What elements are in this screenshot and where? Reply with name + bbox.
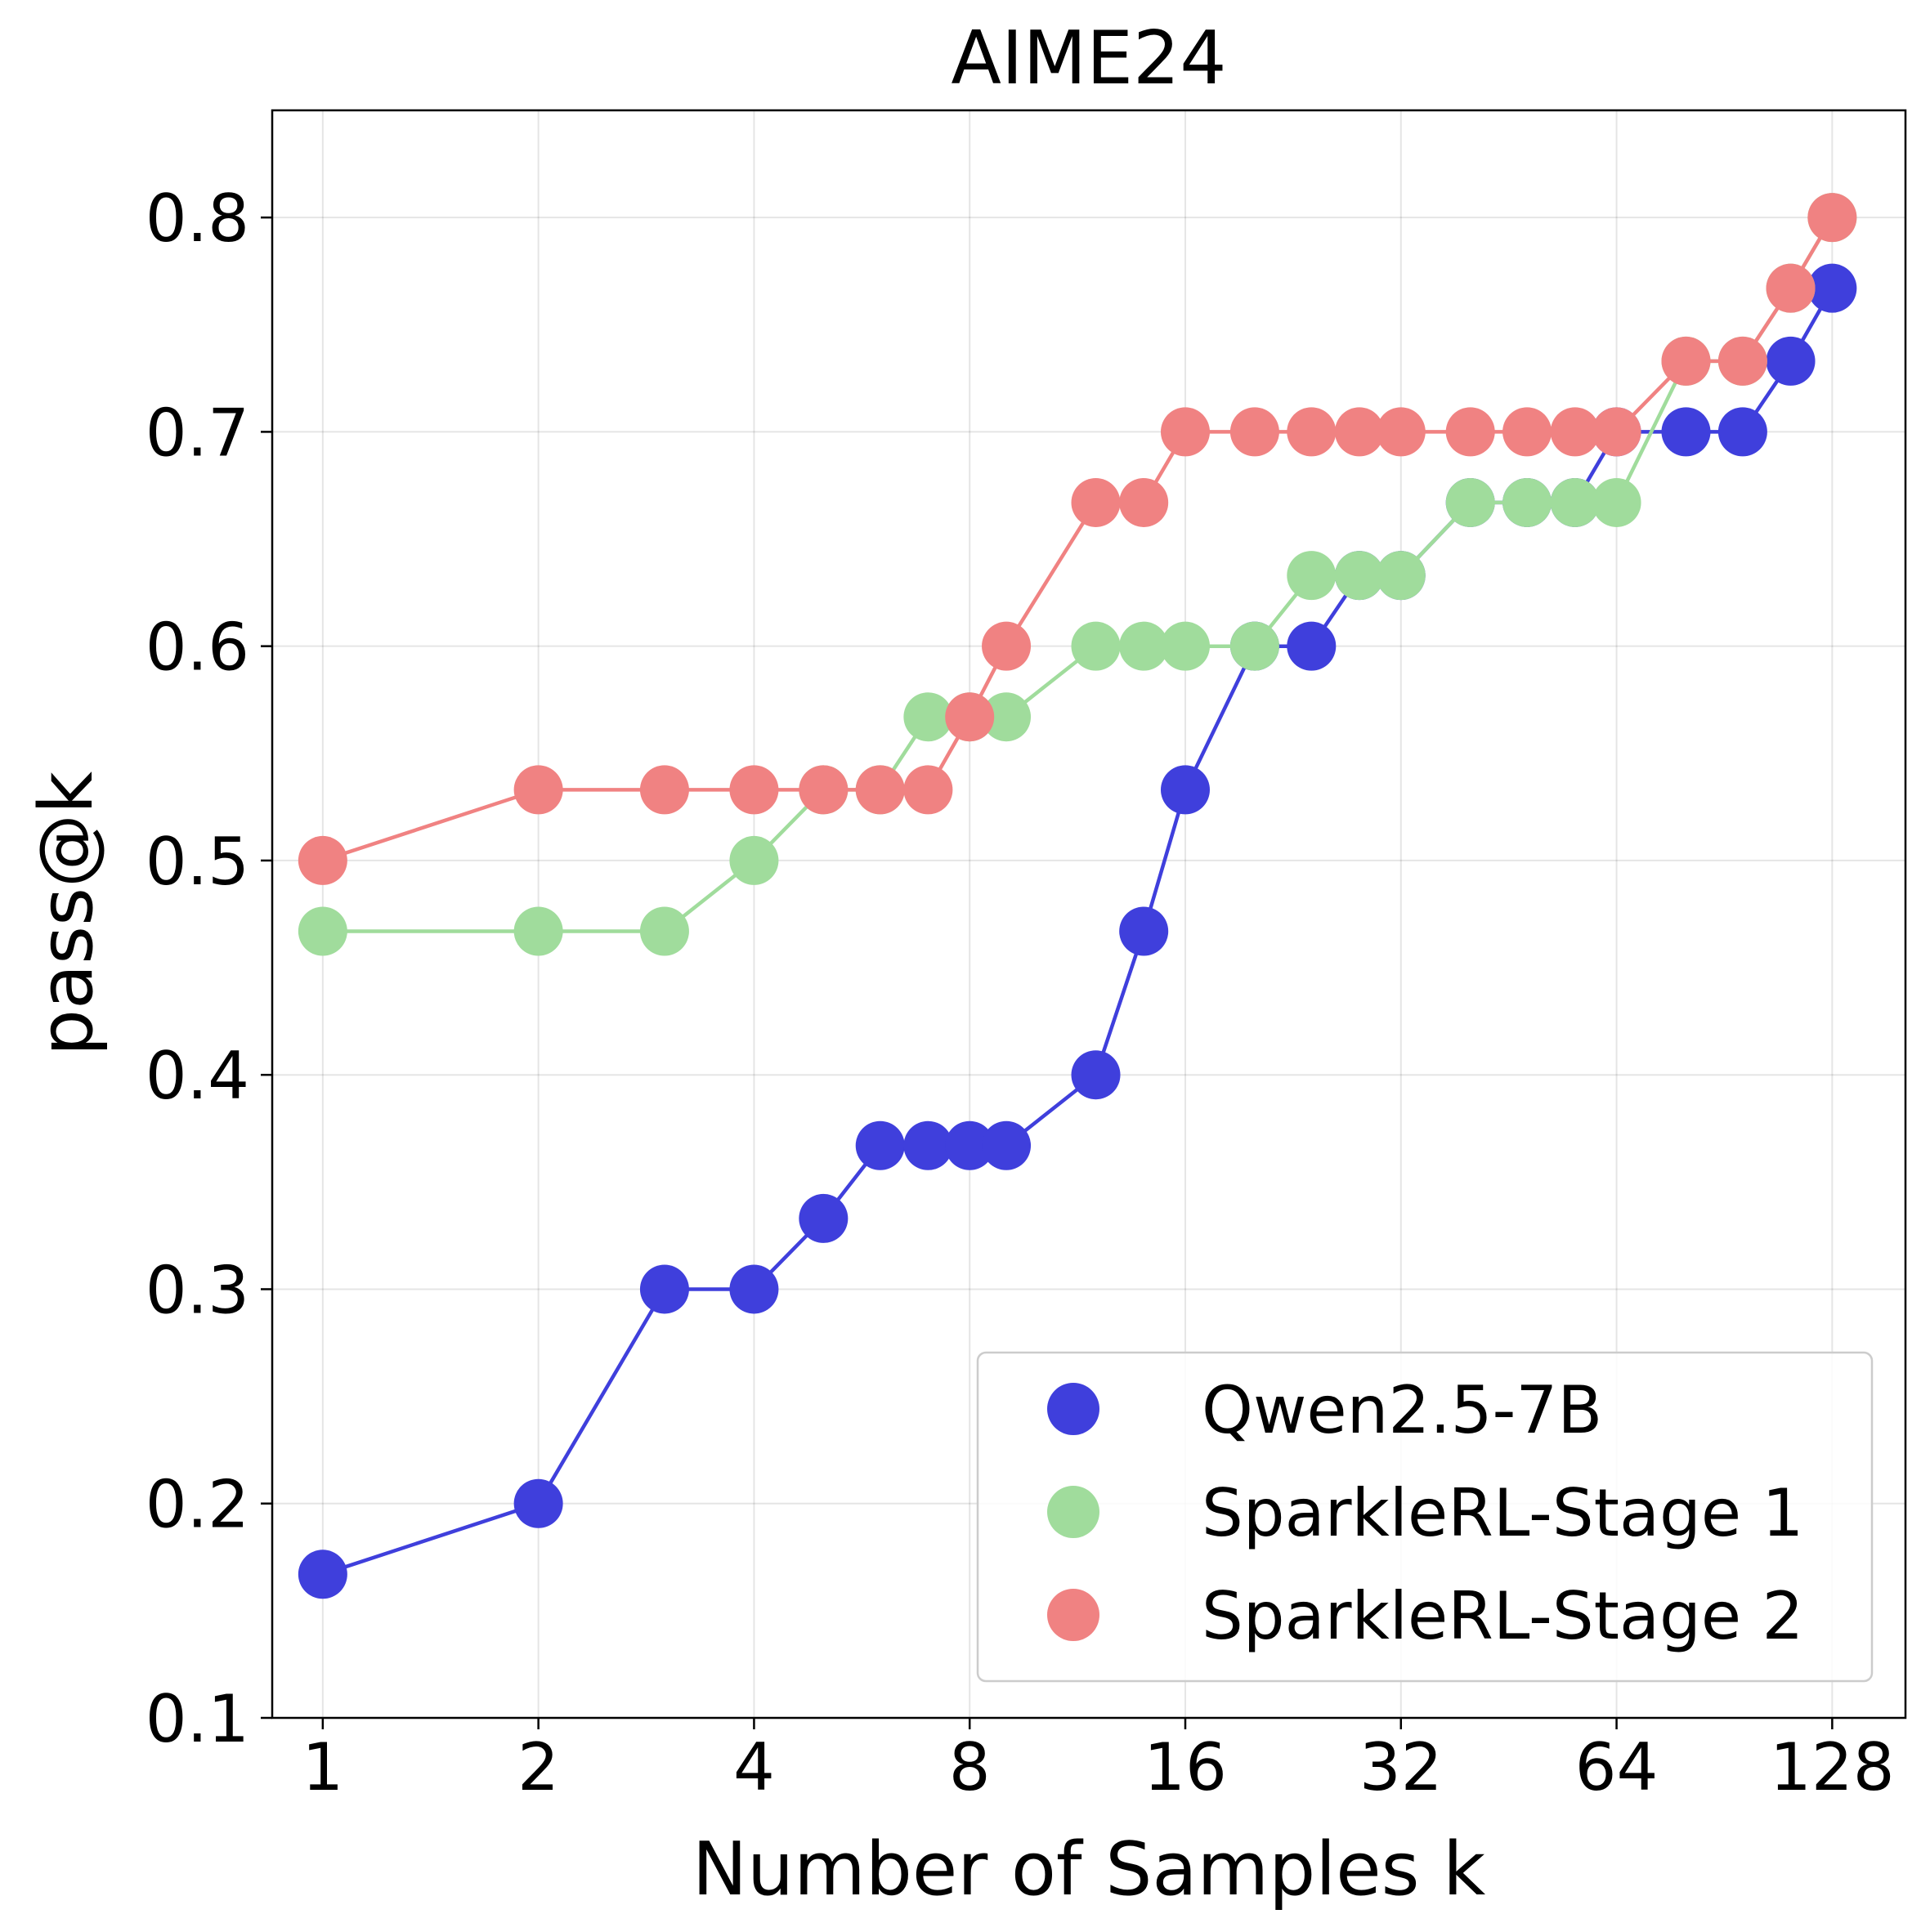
data-point bbox=[945, 1120, 995, 1170]
data-point bbox=[1334, 407, 1384, 457]
x-tick-label: 2 bbox=[517, 1729, 559, 1805]
data-point bbox=[1807, 193, 1857, 243]
legend-marker bbox=[1047, 1589, 1099, 1641]
data-point bbox=[1160, 407, 1210, 457]
data-point bbox=[298, 835, 347, 885]
series-layer bbox=[298, 193, 1857, 1599]
legend-marker bbox=[1047, 1383, 1099, 1435]
data-point bbox=[982, 1120, 1032, 1170]
data-point bbox=[513, 1478, 563, 1528]
x-axis-label: Number of Samples k bbox=[692, 1827, 1486, 1912]
data-point bbox=[1550, 407, 1600, 457]
data-point bbox=[1717, 407, 1767, 457]
data-point bbox=[729, 835, 779, 885]
chart-title: AIME24 bbox=[951, 16, 1226, 101]
x-tick-label: 128 bbox=[1770, 1729, 1895, 1805]
y-tick-label: 0.6 bbox=[146, 610, 249, 686]
data-point bbox=[903, 692, 953, 742]
data-point bbox=[855, 765, 905, 815]
data-point bbox=[1661, 336, 1711, 386]
data-point bbox=[639, 906, 689, 956]
x-tick-label: 16 bbox=[1144, 1729, 1227, 1805]
data-point bbox=[1502, 477, 1552, 527]
data-point bbox=[1287, 621, 1337, 671]
data-point bbox=[298, 906, 347, 956]
data-point bbox=[903, 1120, 953, 1170]
data-point bbox=[1229, 621, 1279, 671]
data-point bbox=[1766, 336, 1816, 386]
legend-item: Qwen2.5-7B bbox=[1047, 1372, 1602, 1448]
y-tick-label: 0.5 bbox=[146, 824, 249, 900]
y-tick-label: 0.8 bbox=[146, 181, 249, 257]
data-point bbox=[1160, 765, 1210, 815]
data-point bbox=[1160, 621, 1210, 671]
data-point bbox=[799, 1193, 849, 1243]
data-point bbox=[1287, 407, 1337, 457]
legend: Qwen2.5-7B SparkleRL-Stage 1 SparkleRL-Sta… bbox=[976, 1351, 1874, 1683]
data-point bbox=[1717, 336, 1767, 386]
plot-frame bbox=[271, 109, 1907, 1720]
data-point bbox=[982, 692, 1032, 742]
legend-marker bbox=[1047, 1486, 1099, 1538]
legend-box bbox=[976, 1351, 1874, 1683]
data-point bbox=[1229, 407, 1279, 457]
legend-item: SparkleRL-Stage 1 bbox=[1047, 1475, 1803, 1551]
data-point bbox=[639, 765, 689, 815]
data-point bbox=[1550, 477, 1600, 527]
data-point bbox=[799, 765, 849, 815]
data-point bbox=[1766, 263, 1816, 313]
data-point bbox=[1445, 407, 1495, 457]
data-point bbox=[1071, 621, 1121, 671]
data-point bbox=[1287, 551, 1337, 601]
axes: 1 2 4 8 16 32 64 128 0.1 0.2 0.3 0.4 0.5 0.6 0.7 0.8 bbox=[146, 181, 1895, 1805]
legend-label: SparkleRL-Stage 2 bbox=[1202, 1578, 1803, 1654]
y-tick-label: 0.4 bbox=[146, 1038, 249, 1114]
x-tick-label: 64 bbox=[1575, 1729, 1659, 1805]
y-tick-label: 0.7 bbox=[146, 395, 249, 471]
y-tick-label: 0.1 bbox=[146, 1681, 249, 1757]
data-point bbox=[1807, 263, 1857, 313]
data-point bbox=[729, 1264, 779, 1314]
data-point bbox=[1445, 477, 1495, 527]
data-point bbox=[1661, 407, 1711, 457]
x-tick-label: 4 bbox=[733, 1729, 775, 1805]
y-tick-label: 0.3 bbox=[146, 1252, 249, 1328]
data-point bbox=[1071, 477, 1121, 527]
data-point bbox=[1071, 1050, 1121, 1100]
data-point bbox=[1334, 551, 1384, 601]
data-point bbox=[1592, 477, 1641, 527]
data-point bbox=[945, 692, 995, 742]
data-point bbox=[1119, 477, 1169, 527]
y-tick-label: 0.2 bbox=[146, 1467, 249, 1543]
legend-label: Qwen2.5-7B bbox=[1202, 1372, 1602, 1448]
x-tick-label: 1 bbox=[302, 1729, 343, 1805]
data-point bbox=[903, 765, 953, 815]
data-point bbox=[982, 621, 1032, 671]
series-2 bbox=[298, 193, 1857, 885]
data-point bbox=[855, 1120, 905, 1170]
x-tick-label: 32 bbox=[1359, 1729, 1443, 1805]
legend-label: SparkleRL-Stage 1 bbox=[1202, 1475, 1803, 1551]
data-point bbox=[513, 906, 563, 956]
data-point bbox=[1119, 621, 1169, 671]
legend-item: SparkleRL-Stage 2 bbox=[1047, 1578, 1803, 1654]
data-point bbox=[729, 765, 779, 815]
data-point bbox=[1376, 407, 1426, 457]
data-point bbox=[1592, 407, 1641, 457]
data-point bbox=[1119, 906, 1169, 956]
data-point bbox=[639, 1264, 689, 1314]
data-point bbox=[1376, 551, 1426, 601]
data-point bbox=[298, 1550, 347, 1599]
y-axis-label: pass@k bbox=[24, 771, 110, 1056]
data-point bbox=[1502, 407, 1552, 457]
x-tick-label: 8 bbox=[949, 1729, 991, 1805]
data-point bbox=[513, 765, 563, 815]
